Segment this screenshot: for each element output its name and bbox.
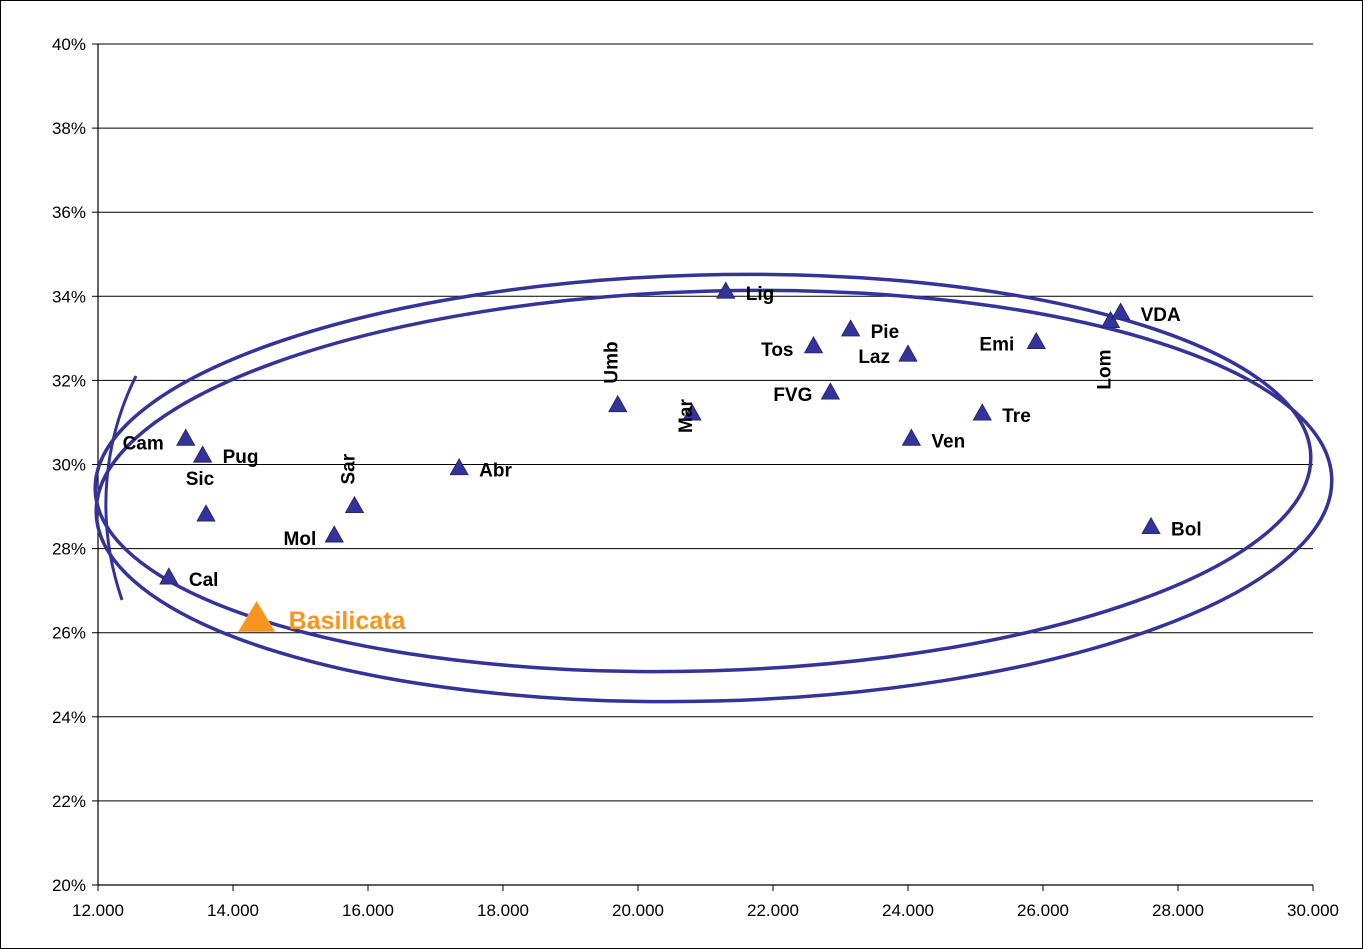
y-tick-label: 34% [52,287,86,306]
point-label-mar: Mar [676,399,697,433]
y-tick-label: 20% [52,876,86,895]
point-label-vda: VDA [1141,305,1181,326]
point-marker-emi [1026,331,1046,350]
point-marker-basilicata [237,600,276,632]
point-label-sic: Sic [186,469,215,490]
y-tick-label: 30% [52,456,86,475]
y-tick-label: 32% [52,371,86,390]
point-label-cam: Cam [123,433,164,454]
point-label-cal: Cal [189,570,219,591]
point-label-umb: Umb [602,341,623,383]
x-tick-label: 24.000 [882,901,934,920]
point-marker-lig [716,281,736,299]
axes: 20% 22% 24% 26% 28% 30% 32% 34% 36% 38% 40% 12.000 1… [52,35,1339,920]
point-label-emi: Emi [979,335,1014,356]
x-tick-label: 12.000 [72,901,124,920]
x-tick-label: 16.000 [342,901,394,920]
point-label-lig: Lig [746,284,775,305]
point-marker-laz [898,344,918,362]
point-marker-sar [344,495,365,514]
point-marker-tre [972,403,992,421]
y-tick-label: 24% [52,708,86,727]
point-label-laz: Laz [858,347,890,368]
x-tick-label: 30.000 [1287,901,1339,920]
y-tick-label: 38% [52,119,86,138]
point-label-bol: Bol [1171,520,1202,541]
y-tick-label: 26% [52,624,86,643]
point-marker-ven [901,428,922,446]
x-tick-label: 18.000 [477,901,529,920]
ellipse-annotation-outer [94,288,1334,704]
point-label-pie: Pie [871,322,900,343]
point-label-abr: Abr [479,461,512,482]
point-label-ven: Ven [931,431,965,452]
point-label-tos: Tos [761,340,793,361]
point-label-fvg: FVG [773,385,812,406]
point-marker-abr [449,457,469,476]
ellipse-stroke-overlap [104,375,138,601]
point-marker-pug [192,445,213,463]
ellipse-annotations [93,272,1334,704]
x-tick-label: 20.000 [612,901,664,920]
point-marker-cam [176,428,196,446]
point-label-tre: Tre [1002,406,1031,427]
x-tick-label: 22.000 [747,901,799,920]
point-label-basilicata: Basilicata [289,607,407,635]
point-marker-vda [1110,302,1131,320]
point-marker-lom [1100,310,1121,329]
y-tick-label: 36% [52,203,86,222]
y-tick-label: 28% [52,540,86,559]
point-label-pug: Pug [223,447,259,468]
point-label-sar: Sar [339,453,360,484]
point-label-mol: Mol [284,529,317,550]
point-marker-tos [803,336,824,354]
data-points: Cam Pug Sic Cal Basilicata Mol Sar Abr Umb Mar Lig… [123,281,1202,635]
point-marker-cal [159,567,179,585]
point-marker-umb [608,394,628,413]
point-marker-fvg [820,382,841,400]
x-tick-label: 28.000 [1152,901,1204,920]
point-label-lom: Lom [1095,350,1116,390]
gridlines [98,43,1313,802]
point-marker-mol [324,525,344,543]
point-marker-bol [1141,516,1161,535]
point-marker-pie [840,319,861,337]
y-tick-label: 22% [52,792,86,811]
x-tick-label: 26.000 [1017,901,1069,920]
point-marker-mar [682,403,702,421]
y-tick-label: 40% [52,35,86,54]
x-tick-label: 14.000 [207,901,259,920]
ellipse-annotation-inner [93,272,1313,674]
point-marker-sic [196,504,216,522]
